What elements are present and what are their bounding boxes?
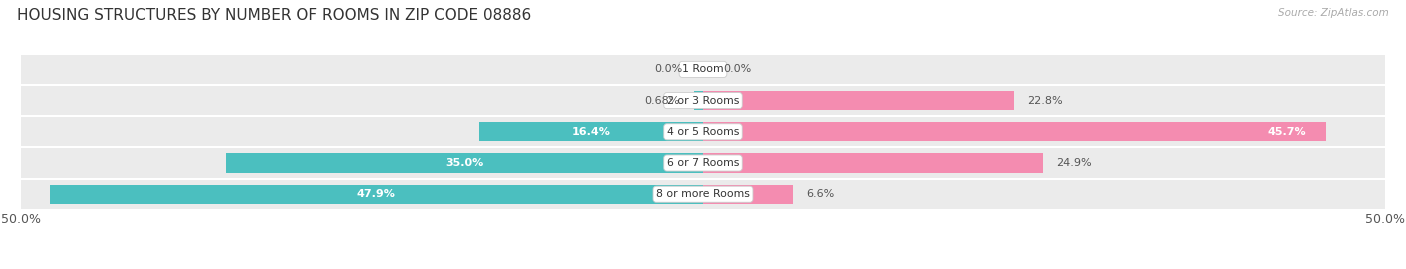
- Text: 0.68%: 0.68%: [645, 95, 681, 106]
- Text: 1 Room: 1 Room: [682, 64, 724, 75]
- Text: Source: ZipAtlas.com: Source: ZipAtlas.com: [1278, 8, 1389, 18]
- Bar: [21, 179, 1385, 209]
- Text: 0.0%: 0.0%: [654, 64, 682, 75]
- Text: 8 or more Rooms: 8 or more Rooms: [657, 189, 749, 199]
- Text: 4 or 5 Rooms: 4 or 5 Rooms: [666, 127, 740, 137]
- Text: 6 or 7 Rooms: 6 or 7 Rooms: [666, 158, 740, 168]
- Bar: [703, 153, 1043, 173]
- Bar: [703, 122, 1326, 141]
- Bar: [49, 185, 703, 204]
- Text: 47.9%: 47.9%: [357, 189, 396, 199]
- Text: 6.6%: 6.6%: [807, 189, 835, 199]
- Text: 35.0%: 35.0%: [446, 158, 484, 168]
- Text: 22.8%: 22.8%: [1028, 95, 1063, 106]
- Bar: [479, 122, 703, 141]
- Bar: [703, 185, 793, 204]
- Text: 16.4%: 16.4%: [572, 127, 610, 137]
- Bar: [21, 55, 1385, 84]
- Text: 45.7%: 45.7%: [1267, 127, 1306, 137]
- Text: 2 or 3 Rooms: 2 or 3 Rooms: [666, 95, 740, 106]
- Bar: [703, 91, 1014, 110]
- Bar: [21, 117, 1385, 147]
- Bar: [21, 148, 1385, 178]
- Bar: [226, 153, 703, 173]
- Text: HOUSING STRUCTURES BY NUMBER OF ROOMS IN ZIP CODE 08886: HOUSING STRUCTURES BY NUMBER OF ROOMS IN…: [17, 8, 531, 23]
- Bar: [21, 86, 1385, 115]
- Bar: [693, 91, 703, 110]
- Text: 24.9%: 24.9%: [1056, 158, 1092, 168]
- Text: 0.0%: 0.0%: [724, 64, 752, 75]
